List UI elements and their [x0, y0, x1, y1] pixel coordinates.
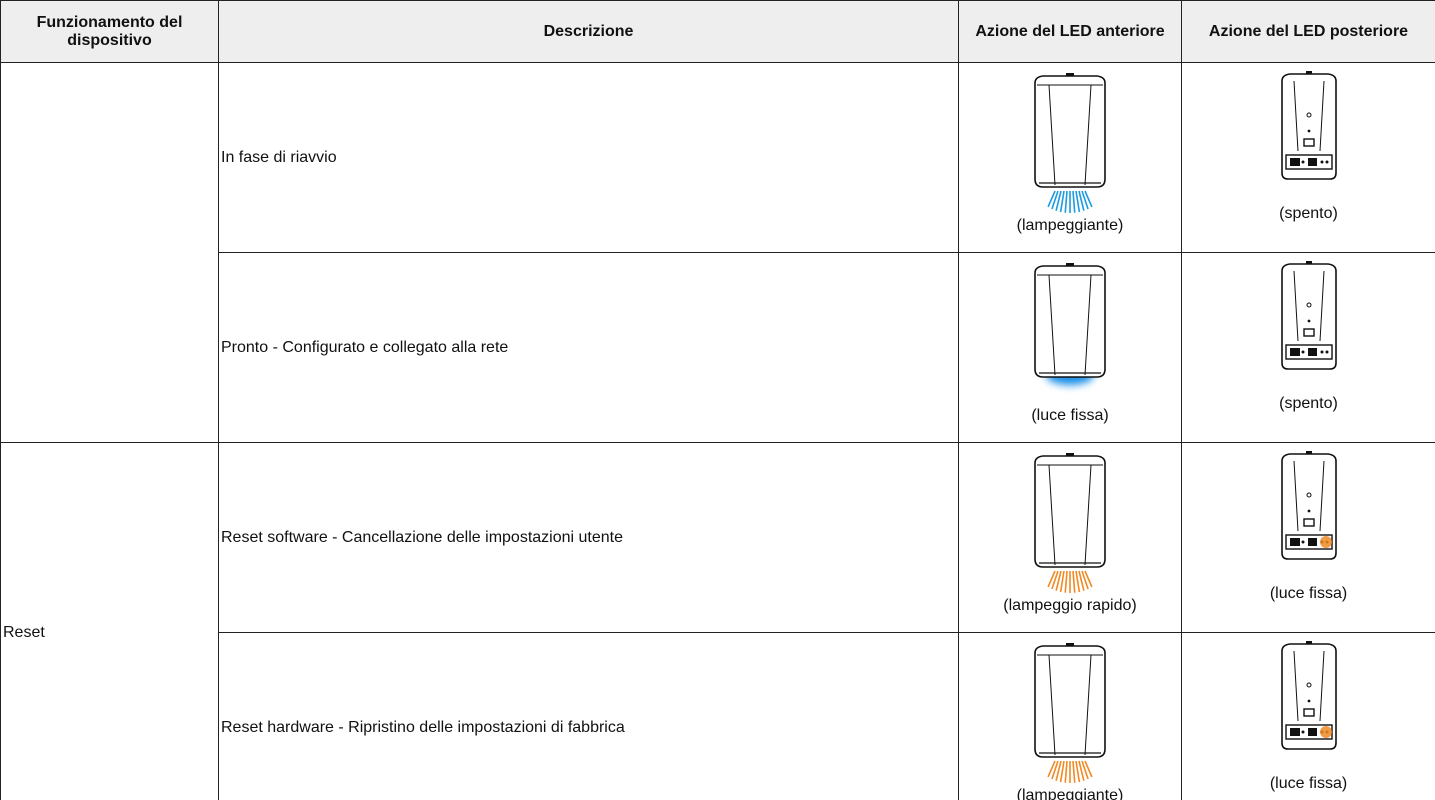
front-led: (luce fissa) [1031, 407, 1109, 424]
description: Reset hardware - Ripristino delle impost… [218, 632, 959, 800]
rear-led: (spento) [1279, 395, 1338, 412]
function-cell [0, 62, 219, 443]
row: In fase di riavvio (lampeggiante) (spent… [0, 62, 1435, 443]
front-cell: (lampeggiante) [958, 62, 1182, 253]
front-led: (lampeggiante) [1016, 787, 1124, 800]
header-cell: Azione del LED posteriore [1181, 0, 1435, 63]
row: Reset Reset software - Cancellazione del… [0, 442, 1435, 800]
rear-led: (spento) [1279, 205, 1338, 222]
description: Reset software - Cancellazione delle imp… [218, 442, 959, 633]
header-cell: Descrizione [218, 0, 959, 63]
rear-cell: (spento) [1181, 62, 1435, 253]
row: Reset hardware - Ripristino delle impost… [1, 632, 1435, 800]
description: In fase di riavvio [218, 62, 959, 253]
front-led: (lampeggiante) [1016, 217, 1124, 234]
rear-icon [1280, 641, 1337, 750]
front-cell: (luce fissa) [958, 252, 1182, 443]
rear-icon [1280, 71, 1337, 180]
front-icon [1034, 263, 1106, 385]
rear-led: (luce fissa) [1269, 585, 1348, 602]
header-row: Funzionamento del dispositivo Descrizion… [0, 0, 1435, 63]
rear-icon [1280, 451, 1337, 560]
description: Pronto - Configurato e collegato alla re… [218, 252, 959, 443]
header-cell: Funzionamento del dispositivo [0, 0, 219, 63]
function-cell: Reset [0, 442, 219, 800]
header-cell: Azione del LED anteriore [958, 0, 1182, 63]
front-icon [1034, 643, 1106, 783]
front-icon [1034, 73, 1106, 213]
front-cell: (lampeggiante) [958, 632, 1182, 800]
rear-cell: (spento) [1181, 252, 1435, 443]
rear-cell: (luce fissa) [1181, 632, 1435, 800]
front-cell: (lampeggio rapido) [958, 442, 1182, 633]
row: Pronto - Configurato e collegato alla re… [1, 252, 1435, 443]
front-led: (lampeggio rapido) [1003, 597, 1137, 614]
rear-led: (luce fissa) [1269, 775, 1348, 792]
front-icon [1034, 453, 1106, 593]
rear-icon [1280, 261, 1337, 370]
rear-cell: (luce fissa) [1181, 442, 1435, 633]
